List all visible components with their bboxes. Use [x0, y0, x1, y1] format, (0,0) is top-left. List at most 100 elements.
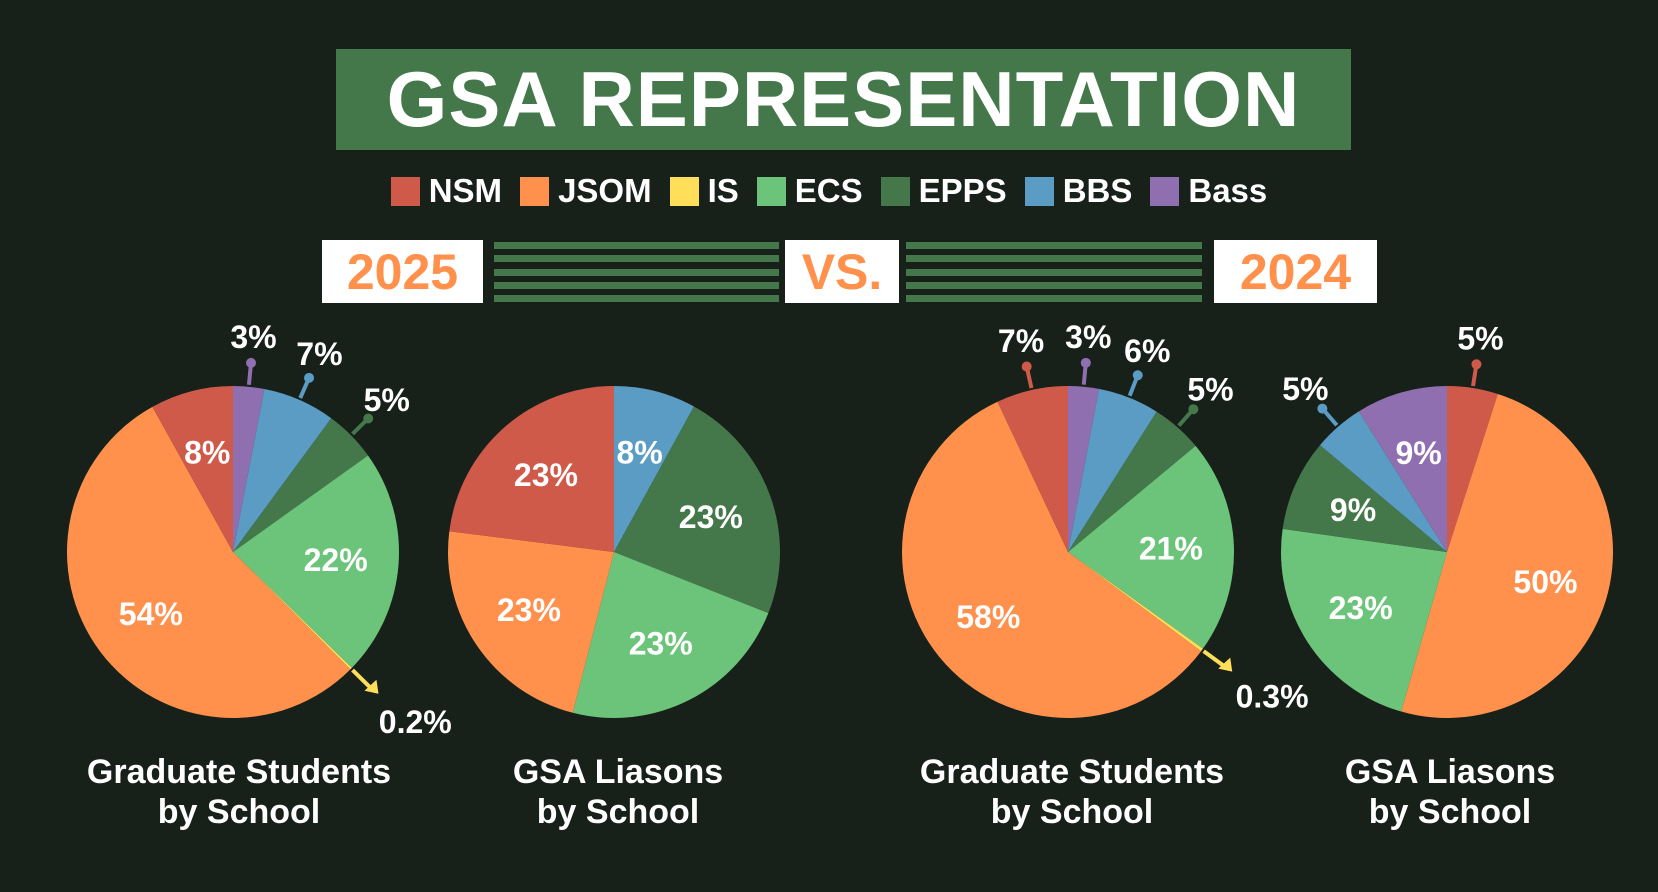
pie-slice-jsom [66, 406, 351, 718]
year-2024-badge: 2024 [1214, 240, 1377, 303]
legend-label: NSM [428, 172, 503, 209]
pie-slice-epps [1282, 445, 1447, 552]
page-title: GSA REPRESENTATION [386, 55, 1301, 143]
pie-label-nsm: 23% [514, 457, 578, 493]
caption-line: by School [536, 793, 700, 831]
pie-label-bbs: 5% [1282, 371, 1328, 407]
pie-label-jsom: 58% [956, 599, 1020, 635]
legend-swatch [520, 176, 550, 206]
legend-swatch [390, 176, 420, 206]
pie-slice-nsm [449, 386, 614, 552]
pie-label-bass: 9% [1395, 435, 1441, 471]
pie-label-nsm: 7% [998, 323, 1044, 359]
legend: NSM JSOM IS ECS EPPS BBS Bass [0, 172, 1658, 210]
legend-item-epps: EPPS [880, 172, 1007, 210]
legend-swatch [1150, 176, 1180, 206]
pie-slice-bass [1068, 386, 1100, 552]
pie-label-nsm: 8% [184, 434, 230, 470]
leader-dot [1132, 370, 1143, 381]
pie-label-epps: 5% [1187, 372, 1233, 408]
pie-slice-nsm [997, 386, 1068, 552]
title-banner: GSA REPRESENTATION [336, 49, 1351, 150]
pie-label-bass: 3% [1065, 319, 1111, 355]
caption-liaisons-2025: GSA Liasons by School [428, 752, 808, 832]
caption-line: GSA Liasons [1344, 753, 1556, 791]
pie-slice-nsm [152, 386, 233, 552]
pie-label-is: 0.2% [379, 704, 452, 740]
caption-liaisons-2024: GSA Liasons by School [1260, 752, 1640, 832]
pie-label-bbs: 8% [616, 434, 662, 470]
caption-grad-2024: Graduate Students by School [882, 752, 1262, 832]
pie-slice-bass [233, 386, 265, 552]
pie-label-epps: 23% [679, 499, 743, 535]
legend-label: ECS [794, 172, 863, 209]
caption-line: by School [1368, 793, 1532, 831]
pie-label-bbs: 7% [296, 336, 342, 372]
leader-dot [1471, 359, 1482, 370]
pie-slice-epps [614, 406, 780, 614]
legend-swatch [880, 176, 910, 206]
legend-label: Bass [1188, 172, 1268, 209]
caption-line: by School [990, 793, 1154, 831]
leader-dot [1080, 357, 1091, 368]
divider-stripes-right [906, 242, 1202, 302]
pie-slice-is [1068, 552, 1203, 652]
legend-item-bass: Bass [1150, 172, 1267, 210]
pie-label-ecs: 23% [629, 626, 693, 662]
pie-slice-is [233, 552, 352, 670]
legend-item-is: IS [669, 172, 739, 210]
vs-badge: VS. [785, 240, 899, 303]
pie-slice-jsom [902, 401, 1202, 718]
pie-slice-nsm [1447, 386, 1498, 552]
legend-item-bbs: BBS [1024, 172, 1133, 210]
caption-line: GSA Liasons [512, 753, 724, 791]
arrow-icon [1218, 657, 1233, 672]
pie-slice-bass [1358, 386, 1447, 552]
legend-swatch [669, 176, 699, 206]
pie-slice-ecs [572, 552, 769, 718]
pie-slice-jsom [1401, 393, 1614, 719]
pie-slice-epps [1068, 411, 1196, 552]
pie-label-jsom: 54% [119, 596, 183, 632]
pie-slice-bbs [1068, 388, 1157, 552]
pie-label-bbs: 6% [1124, 333, 1170, 369]
pie-slice-jsom [448, 531, 614, 713]
leader-dot [363, 413, 374, 424]
pie-slice-ecs [1281, 528, 1447, 712]
leader-dot [1188, 404, 1199, 415]
pie-label-jsom: 50% [1513, 564, 1577, 600]
legend-label: EPPS [918, 172, 1007, 209]
pie-label-ecs: 23% [1329, 590, 1393, 626]
pie-label-nsm: 5% [1457, 321, 1503, 357]
leader-dot [1021, 361, 1032, 372]
caption-line: Graduate Students [919, 753, 1225, 791]
leader-dot [246, 357, 257, 368]
pie-slice-bbs [1320, 411, 1447, 552]
legend-item-nsm: NSM [390, 172, 503, 210]
pie-label-epps: 5% [364, 382, 410, 418]
legend-item-jsom: JSOM [520, 172, 652, 210]
pie-label-bass: 3% [230, 319, 276, 355]
legend-label: IS [707, 172, 739, 209]
legend-label: BBS [1062, 172, 1133, 209]
pie-label-ecs: 21% [1139, 530, 1203, 566]
divider-stripes-left [494, 242, 779, 302]
caption-line: Graduate Students [86, 753, 392, 791]
pie-slice-ecs [1068, 445, 1234, 649]
legend-swatch [1024, 176, 1054, 206]
leader-dot [1317, 403, 1328, 414]
legend-swatch [756, 176, 786, 206]
pie-label-jsom: 23% [497, 592, 561, 628]
pie-slice-ecs [233, 455, 400, 668]
pie-slice-bbs [614, 386, 694, 552]
legend-label: JSOM [558, 172, 652, 209]
caption-grad-2025: Graduate Students by School [49, 752, 429, 832]
pie-label-ecs: 22% [304, 542, 368, 578]
year-2025-badge: 2025 [322, 240, 483, 303]
caption-line: by School [157, 793, 321, 831]
arrow-icon [364, 679, 379, 694]
pie-label-epps: 9% [1330, 492, 1376, 528]
legend-item-ecs: ECS [756, 172, 863, 210]
pie-label-is: 0.3% [1236, 679, 1309, 715]
